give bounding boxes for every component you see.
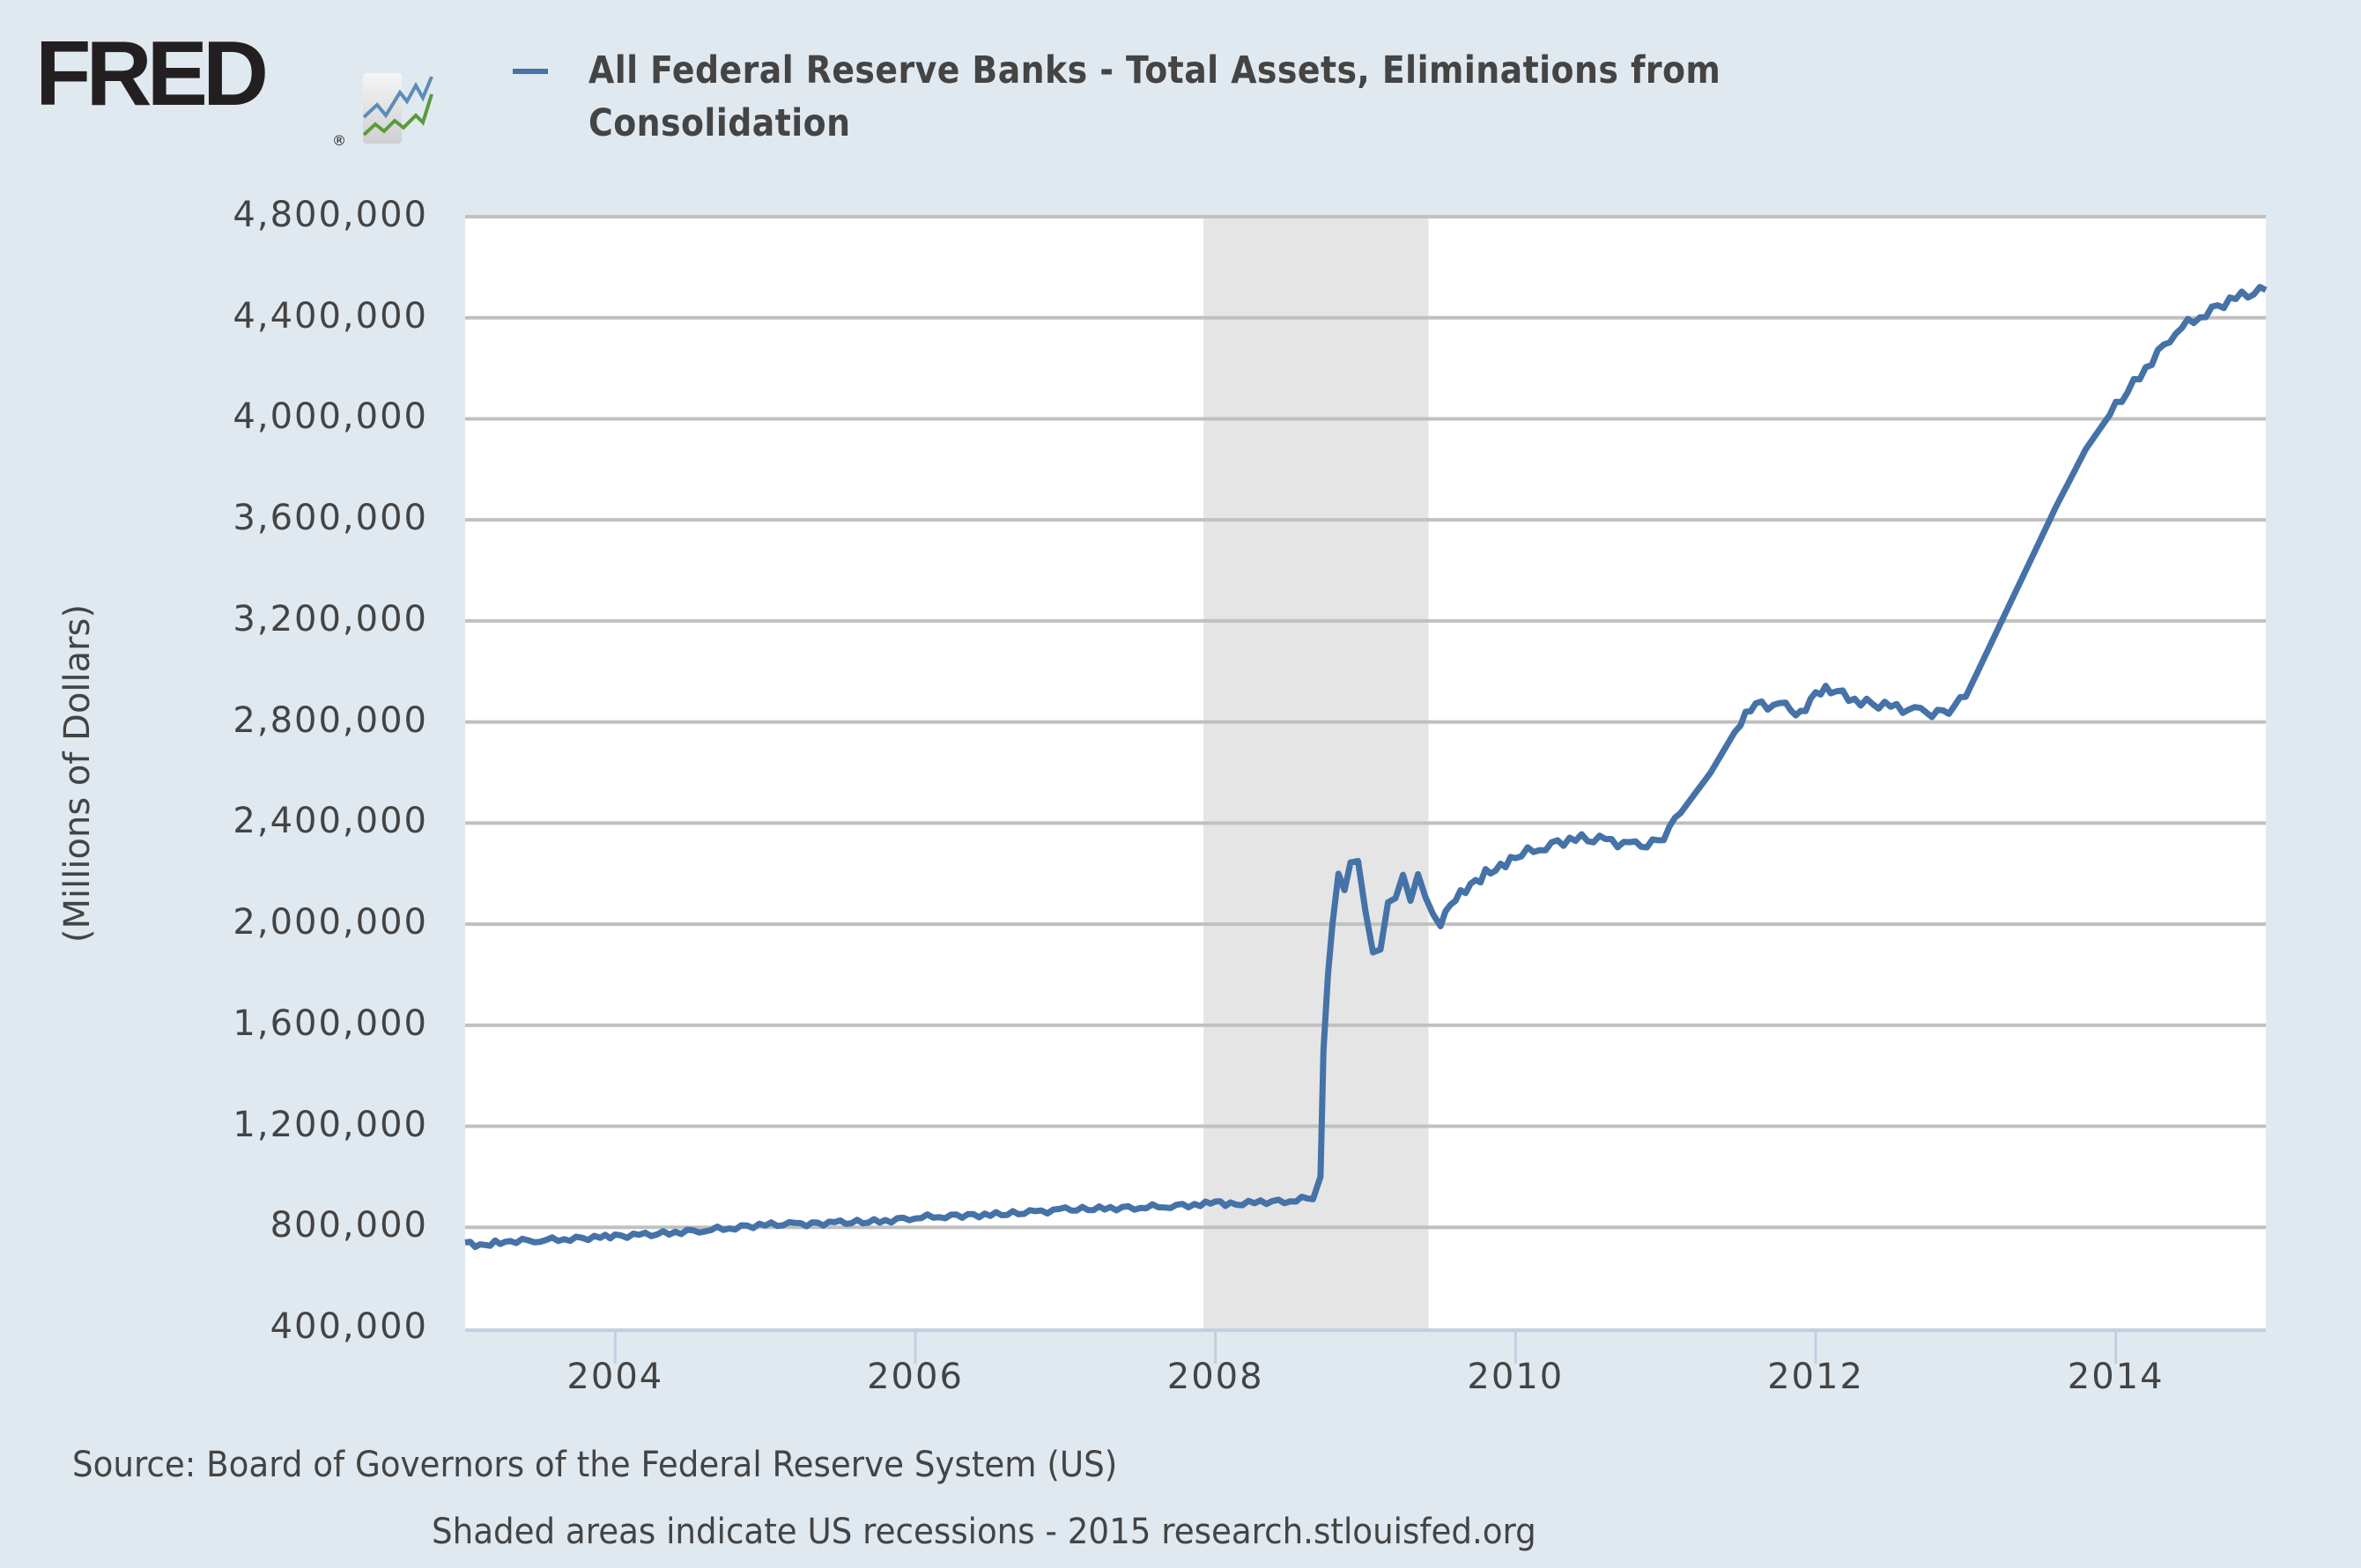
- legend-series-swatch: [513, 69, 548, 74]
- series-line[interactable]: [464, 284, 2268, 1251]
- registered-mark: ®: [332, 132, 346, 149]
- y-tick-label: 400,000: [270, 1306, 428, 1347]
- y-tick-label: 4,800,000: [233, 195, 428, 235]
- y-tick-label: 2,800,000: [233, 699, 428, 741]
- y-tick-label: 1,200,000: [233, 1104, 428, 1145]
- y-tick-label: 4,000,000: [233, 396, 428, 438]
- y-tick-label: 3,600,000: [233, 498, 428, 539]
- y-tick-label: 800,000: [270, 1205, 428, 1246]
- y-tick-label: 3,200,000: [233, 598, 428, 640]
- recession-band: [1203, 217, 1429, 1328]
- y-tick-label: 2,400,000: [233, 801, 428, 842]
- legend-series-label: All Federal Reserve Banks - Total Assets…: [588, 48, 1721, 145]
- y-tick-label: 4,400,000: [233, 295, 428, 337]
- fred-chart-icon: [363, 73, 433, 144]
- y-tick-label: 2,000,000: [233, 902, 428, 943]
- source-note: Source: Board of Governors of the Federa…: [72, 1445, 1118, 1485]
- fred-logo-text: FRED: [35, 23, 269, 125]
- y-tick-label: 1,600,000: [233, 1002, 428, 1044]
- fred-logo[interactable]: FRED ®: [35, 28, 433, 149]
- recession-note: Shaded areas indicate US recessions - 20…: [432, 1512, 1536, 1552]
